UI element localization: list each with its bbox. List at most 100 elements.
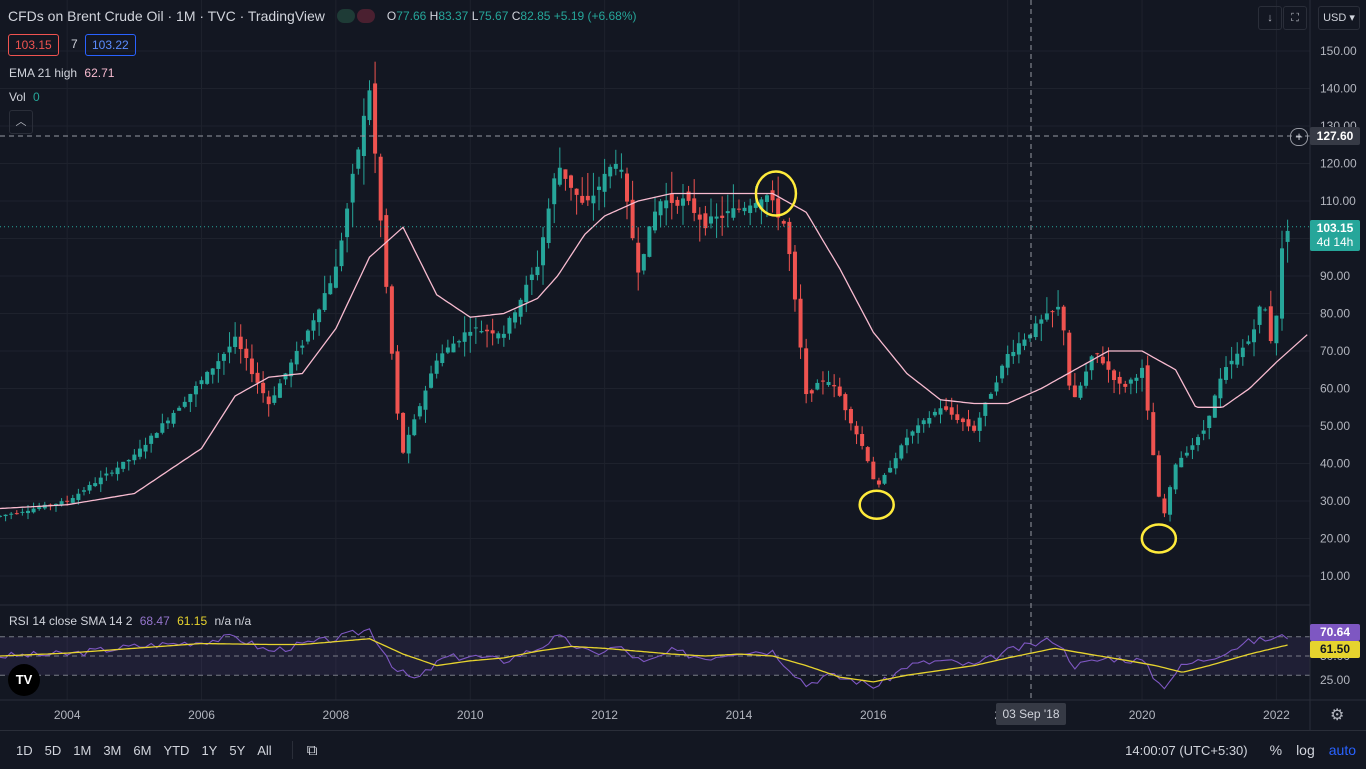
visibility-toggle[interactable] xyxy=(336,9,375,23)
ema-legend[interactable]: EMA 21 high 62.71 xyxy=(9,66,115,80)
sell-price[interactable]: 103.15 xyxy=(8,34,59,56)
candle-body xyxy=(1089,356,1094,371)
candle-body xyxy=(1240,347,1245,358)
timeframe-3m[interactable]: 3M xyxy=(103,742,122,758)
candle-body xyxy=(753,203,758,208)
date-range-icon[interactable]: ⧉ xyxy=(306,741,318,759)
rsi-tick-label: 25.00 xyxy=(1320,673,1350,687)
price-tick-label: 80.00 xyxy=(1320,307,1350,321)
rsi-legend[interactable]: RSI 14 close SMA 14 2 68.47 61.15 n/a n/… xyxy=(9,614,252,628)
candle-body xyxy=(177,407,182,411)
arrow-down-icon: ↓ xyxy=(1267,12,1273,24)
candle-body xyxy=(529,274,534,281)
candle-body xyxy=(938,408,943,415)
price-chart[interactable]: 10.00 20.00 30.00 40.00 50.00 60.00 70.00 80.00… xyxy=(0,0,1366,730)
menu-icon[interactable] xyxy=(356,9,375,23)
time-tick-label: 2010 xyxy=(457,708,484,722)
timeframe-5y[interactable]: 5Y xyxy=(229,742,246,758)
candle-body xyxy=(255,372,260,383)
add-alert-icon[interactable]: + xyxy=(1290,128,1308,146)
timeframe-1d[interactable]: 1D xyxy=(16,742,33,758)
candle-body xyxy=(3,514,8,517)
candle-body xyxy=(389,286,394,354)
candle-body xyxy=(322,293,327,310)
candle-body xyxy=(311,320,316,331)
clock[interactable]: 14:00:07 (UTC+5:30) xyxy=(1125,742,1248,758)
candle-body xyxy=(165,420,170,424)
candle-body xyxy=(832,385,837,387)
candle-body xyxy=(1067,332,1072,386)
auto-toggle[interactable]: auto xyxy=(1328,742,1356,758)
time-axis: 2004200620082010201220142016201820202022 xyxy=(54,708,1290,722)
collapse-legend-button[interactable]: ︿ xyxy=(9,110,33,134)
candle-body xyxy=(1033,323,1038,338)
candle-body xyxy=(1257,306,1262,325)
candle-body xyxy=(552,178,557,205)
download-button[interactable]: ↓ xyxy=(1258,6,1282,30)
percent-toggle[interactable]: % xyxy=(1269,742,1283,758)
ema-line xyxy=(0,192,1308,510)
fullscreen-icon: ⛶ xyxy=(1291,12,1299,24)
candle-body xyxy=(865,447,870,462)
eye-icon[interactable] xyxy=(336,9,355,23)
candle-body xyxy=(1274,315,1279,344)
candle-body xyxy=(70,498,75,503)
candle-body xyxy=(1263,309,1268,311)
tradingview-logo[interactable]: TV xyxy=(8,664,40,696)
price-tick-label: 150.00 xyxy=(1320,44,1357,58)
candle-body xyxy=(882,474,887,484)
price-tick-label: 60.00 xyxy=(1320,382,1350,396)
fullscreen-button[interactable]: ⛶ xyxy=(1283,6,1307,30)
crosshair-price-tag: 127.60 xyxy=(1310,127,1360,145)
candle-body xyxy=(1252,329,1257,343)
timeframe-5d[interactable]: 5D xyxy=(44,742,62,758)
candle-body xyxy=(457,341,462,343)
time-tick-label: 2022 xyxy=(1263,708,1290,722)
candle-body xyxy=(703,213,708,229)
candle-body xyxy=(1005,354,1010,368)
candle-body xyxy=(597,186,602,190)
symbol-title[interactable]: CFDs on Brent Crude Oil · 1M · TVC · Tra… xyxy=(8,8,325,24)
crosshair-date-tag: 03 Sep '18 xyxy=(996,703,1066,725)
candle-body xyxy=(843,394,848,411)
candle-body xyxy=(994,382,999,392)
time-tick-label: 2014 xyxy=(726,708,753,722)
vol-legend[interactable]: Vol 0 xyxy=(9,90,40,104)
rsi-sma-price-tag: 61.50 xyxy=(1310,641,1360,658)
candle-body xyxy=(193,385,198,395)
timeframe-1m[interactable]: 1M xyxy=(73,742,92,758)
timeframe-ytd[interactable]: YTD xyxy=(163,742,190,758)
candle-body xyxy=(81,490,86,492)
candle-body xyxy=(479,331,484,333)
candle-body xyxy=(653,211,657,231)
candle-body xyxy=(949,407,954,415)
candle-body xyxy=(333,266,338,288)
candle-body xyxy=(1151,412,1156,456)
timeframe-6m[interactable]: 6M xyxy=(133,742,152,758)
time-tick-label: 2020 xyxy=(1129,708,1156,722)
candle-body xyxy=(126,459,131,462)
candle-body xyxy=(1123,383,1128,387)
candle-body xyxy=(37,507,42,509)
candle-body xyxy=(675,199,680,206)
candle-body xyxy=(1156,455,1161,497)
candle-body xyxy=(1140,367,1145,378)
candle-body xyxy=(14,513,19,515)
timeframe-all[interactable]: All xyxy=(257,742,272,758)
buy-price[interactable]: 103.22 xyxy=(85,34,136,56)
candle-body xyxy=(216,361,221,369)
candle-body xyxy=(367,90,372,121)
log-toggle[interactable]: log xyxy=(1296,742,1315,758)
candle-body xyxy=(59,501,64,505)
candle-body xyxy=(619,169,624,172)
candle-body xyxy=(65,500,70,502)
currency-selector[interactable]: USD ▾ xyxy=(1318,6,1360,30)
candle-body xyxy=(93,483,98,487)
settings-gear-icon[interactable]: ⚙ xyxy=(1330,707,1345,724)
candle-body xyxy=(345,208,350,238)
candle-body xyxy=(809,390,814,394)
timeframe-1y[interactable]: 1Y xyxy=(201,742,218,758)
candle-body xyxy=(574,188,579,195)
candle-body xyxy=(798,298,803,348)
price-tick-label: 10.00 xyxy=(1320,569,1350,583)
